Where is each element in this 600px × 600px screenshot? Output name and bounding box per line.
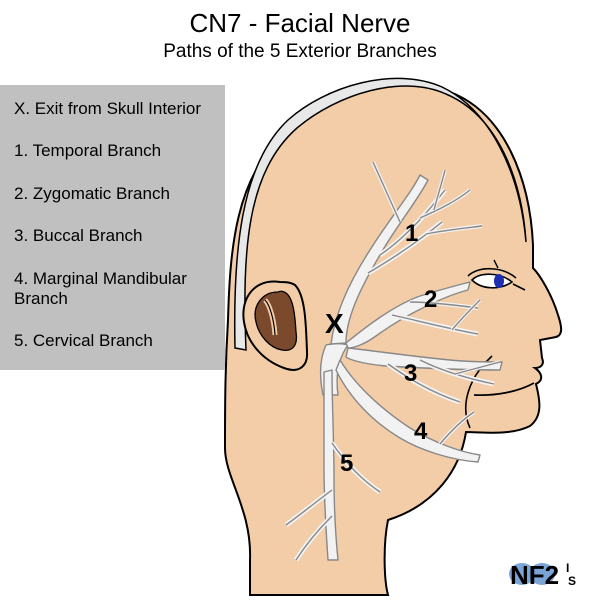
page-subtitle: Paths of the 5 Exterior Branches xyxy=(0,41,600,63)
label-3: 3 xyxy=(404,360,417,388)
legend-item-5: 5. Cervical Branch xyxy=(14,331,215,351)
legend-box: X. Exit from Skull Interior 1. Temporal … xyxy=(0,85,225,370)
label-1: 1 xyxy=(405,220,418,248)
legend-item-2: 2. Zygomatic Branch xyxy=(14,184,215,204)
label-4: 4 xyxy=(414,418,427,446)
logo-sub-s: S xyxy=(568,574,576,588)
logo-sub-i: I xyxy=(566,561,569,575)
legend-item-3: 3. Buccal Branch xyxy=(14,226,215,246)
legend-item-1: 1. Temporal Branch xyxy=(14,141,215,161)
logo-main-text: NF2 xyxy=(510,560,559,590)
label-x: X xyxy=(325,308,344,340)
legend-item-x: X. Exit from Skull Interior xyxy=(14,99,215,119)
nf2is-logo: NF2 I S xyxy=(508,552,588,592)
label-5: 5 xyxy=(340,450,353,478)
label-2: 2 xyxy=(424,286,437,314)
page-title: CN7 - Facial Nerve xyxy=(0,8,600,39)
legend-item-4: 4. Marginal Mandibular Branch xyxy=(14,269,215,310)
